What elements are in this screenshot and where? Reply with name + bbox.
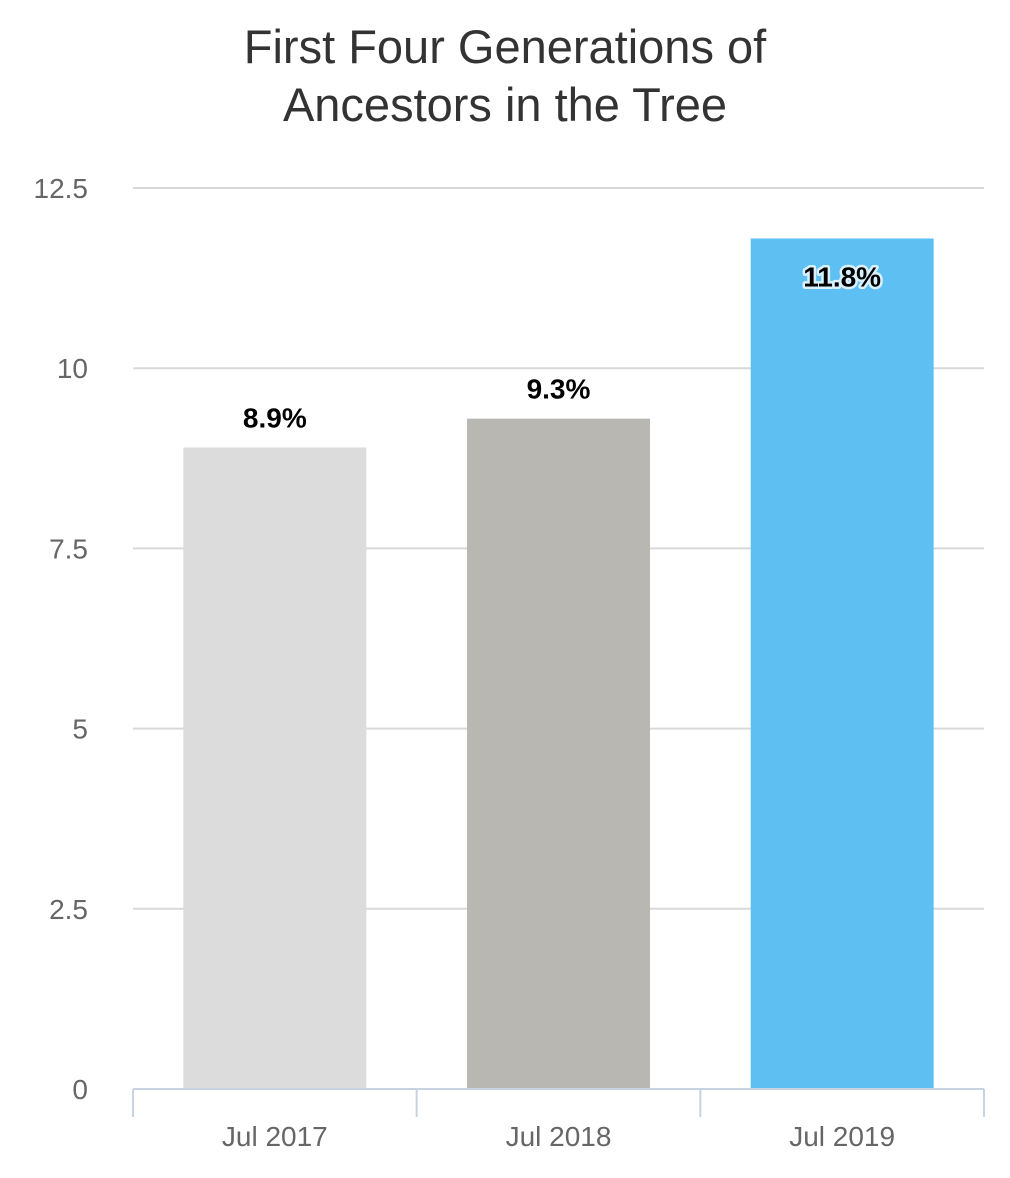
data-label: 9.3%: [527, 374, 591, 405]
bar: [750, 238, 934, 1089]
y-tick-label: 12.5: [34, 173, 89, 204]
bar: [183, 447, 367, 1089]
bars: [183, 238, 934, 1089]
x-tick-label: Jul 2017: [222, 1121, 328, 1152]
data-labels: 8.9% 9.3% 11.8%: [243, 259, 884, 434]
chart-title: First Four Generations of Ancestors in t…: [0, 18, 1010, 134]
y-tick-label: 2.5: [49, 894, 88, 925]
x-tick-label: Jul 2018: [506, 1121, 612, 1152]
y-tick-label: 7.5: [49, 533, 88, 564]
bar: [467, 418, 650, 1089]
y-axis-tick-labels: 0 2.5 5 7.5 10 12.5: [34, 173, 89, 1105]
y-tick-label: 5: [72, 714, 88, 745]
x-axis-tick-labels: Jul 2017 Jul 2018 Jul 2019: [222, 1121, 895, 1152]
x-tick-label: Jul 2019: [789, 1121, 895, 1152]
y-tick-label: 0: [72, 1074, 88, 1105]
chart-title-line-2: Ancestors in the Tree: [282, 78, 728, 131]
data-label: 8.9%: [243, 402, 307, 433]
x-axis: [132, 1088, 985, 1117]
y-tick-label: 10: [57, 353, 88, 384]
chart-title-line-1: First Four Generations of: [243, 20, 767, 73]
data-label: 11.8%: [803, 261, 881, 292]
